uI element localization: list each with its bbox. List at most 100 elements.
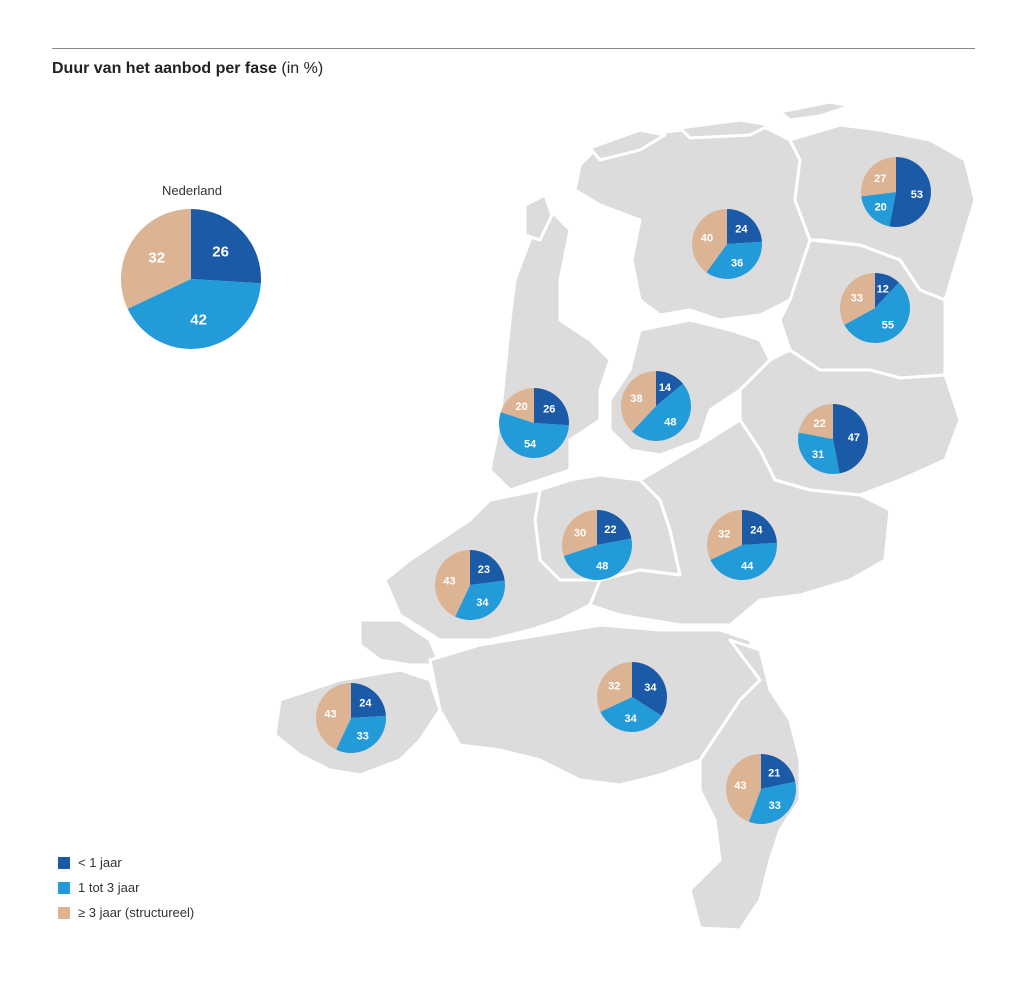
legend-label-mid: 1 tot 3 jaar <box>78 880 140 895</box>
region-pie-8-slice-lt1 <box>742 510 777 545</box>
region-pies: 53 20 27 24 36 40 12 55 33 26 54 20 14 48 38 47 31 22 22 48… <box>315 157 931 824</box>
region-pie-1-slice-gt3 <box>861 157 896 197</box>
region-pie-11-label-mid: 34 <box>625 713 638 725</box>
region-pie-10-label-lt1: 24 <box>359 698 372 710</box>
region-pie-12-slice-gt3 <box>726 754 761 822</box>
region-pie-9-label-mid: 34 <box>476 597 489 609</box>
province-zeeland-islands <box>358 618 442 667</box>
region-pie-5-slice-mid <box>632 383 692 442</box>
region-pie-8: 24 44 32 <box>706 510 777 580</box>
wadden-island-3 <box>778 100 852 122</box>
legend: < 1 jaar 1 tot 3 jaar ≥ 3 jaar (structur… <box>58 850 194 925</box>
region-pie-10-slice-gt3 <box>315 683 351 750</box>
wadden-island-1 <box>588 128 667 162</box>
region-pie-8-label-mid: 44 <box>741 560 754 572</box>
region-pie-1-label-mid: 20 <box>875 201 887 213</box>
region-pie-2-label-lt1: 24 <box>735 224 748 236</box>
top-rule <box>52 48 975 49</box>
region-pie-7-slice-lt1 <box>597 510 632 545</box>
region-pie-2-label-mid: 36 <box>731 257 743 269</box>
region-pie-11-slice-mid <box>600 697 662 732</box>
region-pie-6-slice-mid <box>797 432 840 475</box>
chart-title: Duur van het aanbod per fase (in %) <box>52 60 323 78</box>
region-pie-11-slice-gt3 <box>596 662 632 712</box>
region-pie-12-slice-lt1 <box>761 754 796 789</box>
region-pie-3-slice-lt1 <box>875 273 899 308</box>
legend-swatch-lt1 <box>58 856 70 869</box>
region-pie-2-slice-gt3 <box>691 208 727 273</box>
region-pie-10-label-mid: 33 <box>357 730 369 742</box>
region-pie-6-label-mid: 31 <box>812 449 824 461</box>
region-pie-5-label-gt3: 38 <box>630 393 642 405</box>
region-pie-3-label-gt3: 33 <box>851 292 863 304</box>
region-pie-9-slice-mid <box>455 580 505 620</box>
wadden-island-4 <box>523 193 554 242</box>
region-pie-5-slice-gt3 <box>621 371 656 432</box>
region-pie-8-label-gt3: 32 <box>718 529 730 541</box>
region-pie-4-slice-mid <box>498 412 569 459</box>
region-pie-4: 26 54 20 <box>498 388 569 459</box>
chart-title-unit: (in %) <box>281 60 324 77</box>
region-pie-6-label-lt1: 47 <box>848 432 860 444</box>
province-friesland <box>573 123 812 322</box>
nederland-pie-label-mid: 42 <box>190 311 207 328</box>
region-pie-1-label-gt3: 27 <box>874 173 886 185</box>
region-pie-8-slice-gt3 <box>706 510 742 560</box>
region-pie-5-label-lt1: 14 <box>659 382 672 394</box>
region-pie-7: 22 48 30 <box>562 510 633 581</box>
region-pie-9: 23 34 43 <box>435 550 505 620</box>
region-pie-7-label-lt1: 22 <box>604 524 616 536</box>
nederland-pie-label-gt3: 32 <box>148 250 165 267</box>
region-pie-9-slice-gt3 <box>435 550 470 617</box>
region-pie-9-slice-lt1 <box>470 550 505 585</box>
region-pie-7-slice-mid <box>563 538 633 581</box>
region-pie-7-slice-gt3 <box>562 510 597 556</box>
region-pie-11-slice-lt1 <box>632 662 667 716</box>
region-pie-6-slice-gt3 <box>798 404 833 439</box>
region-pie-9-label-gt3: 43 <box>443 575 455 587</box>
region-pie-5-label-mid: 48 <box>664 416 676 428</box>
legend-label-lt1: < 1 jaar <box>78 855 122 870</box>
region-pie-9-label-lt1: 23 <box>478 564 490 576</box>
region-pie-1-slice-lt1 <box>889 157 931 228</box>
chart-title-main: Duur van het aanbod per fase <box>52 60 277 77</box>
nederland-pie-label-lt1: 26 <box>212 244 229 261</box>
region-pie-2-label-gt3: 40 <box>701 232 713 244</box>
nederland-label: Nederland <box>162 183 222 198</box>
region-pie-3-label-lt1: 12 <box>877 283 889 295</box>
legend-item-lt1: < 1 jaar <box>58 850 194 875</box>
region-pie-6: 47 31 22 <box>797 403 868 475</box>
region-pie-4-slice-gt3 <box>500 388 534 423</box>
region-pie-10-slice-mid <box>336 715 386 753</box>
region-pie-4-label-mid: 54 <box>524 439 537 451</box>
map-land <box>273 100 977 932</box>
region-pie-4-slice-lt1 <box>534 388 569 426</box>
region-pie-1-label-lt1: 53 <box>911 189 923 201</box>
region-pie-4-label-gt3: 20 <box>516 401 528 413</box>
region-pie-10-label-gt3: 43 <box>324 708 336 720</box>
region-pie-1-slice-mid <box>861 192 896 227</box>
region-pie-10: 24 33 43 <box>315 683 386 753</box>
legend-swatch-mid <box>58 881 70 894</box>
region-pie-2-slice-lt1 <box>727 209 762 244</box>
region-pie-12: 21 33 43 <box>726 754 796 824</box>
region-pie-8-label-lt1: 24 <box>750 525 763 537</box>
region-pie-5-slice-lt1 <box>656 371 683 406</box>
nederland-pie-slice-gt3 <box>120 209 191 309</box>
region-pie-11-label-gt3: 32 <box>608 681 620 693</box>
legend-item-gt3: ≥ 3 jaar (structureel) <box>58 900 194 925</box>
legend-item-mid: 1 tot 3 jaar <box>58 875 194 900</box>
region-pie-11-label-lt1: 34 <box>644 682 657 694</box>
region-pie-1: 53 20 27 <box>861 157 931 228</box>
nederland-pie: Nederland 26 42 32 <box>120 183 261 350</box>
nederland-pie-slice-lt1 <box>191 209 261 284</box>
region-pie-4-label-lt1: 26 <box>543 404 555 416</box>
legend-label-gt3: ≥ 3 jaar (structureel) <box>78 905 195 920</box>
region-pie-6-label-gt3: 22 <box>813 418 825 430</box>
region-pie-2: 24 36 40 <box>691 208 762 279</box>
region-pie-7-label-mid: 48 <box>596 560 608 572</box>
region-pie-12-label-mid: 33 <box>769 800 781 812</box>
region-pie-3-label-mid: 55 <box>882 320 894 332</box>
region-pie-12-label-gt3: 43 <box>734 780 746 792</box>
